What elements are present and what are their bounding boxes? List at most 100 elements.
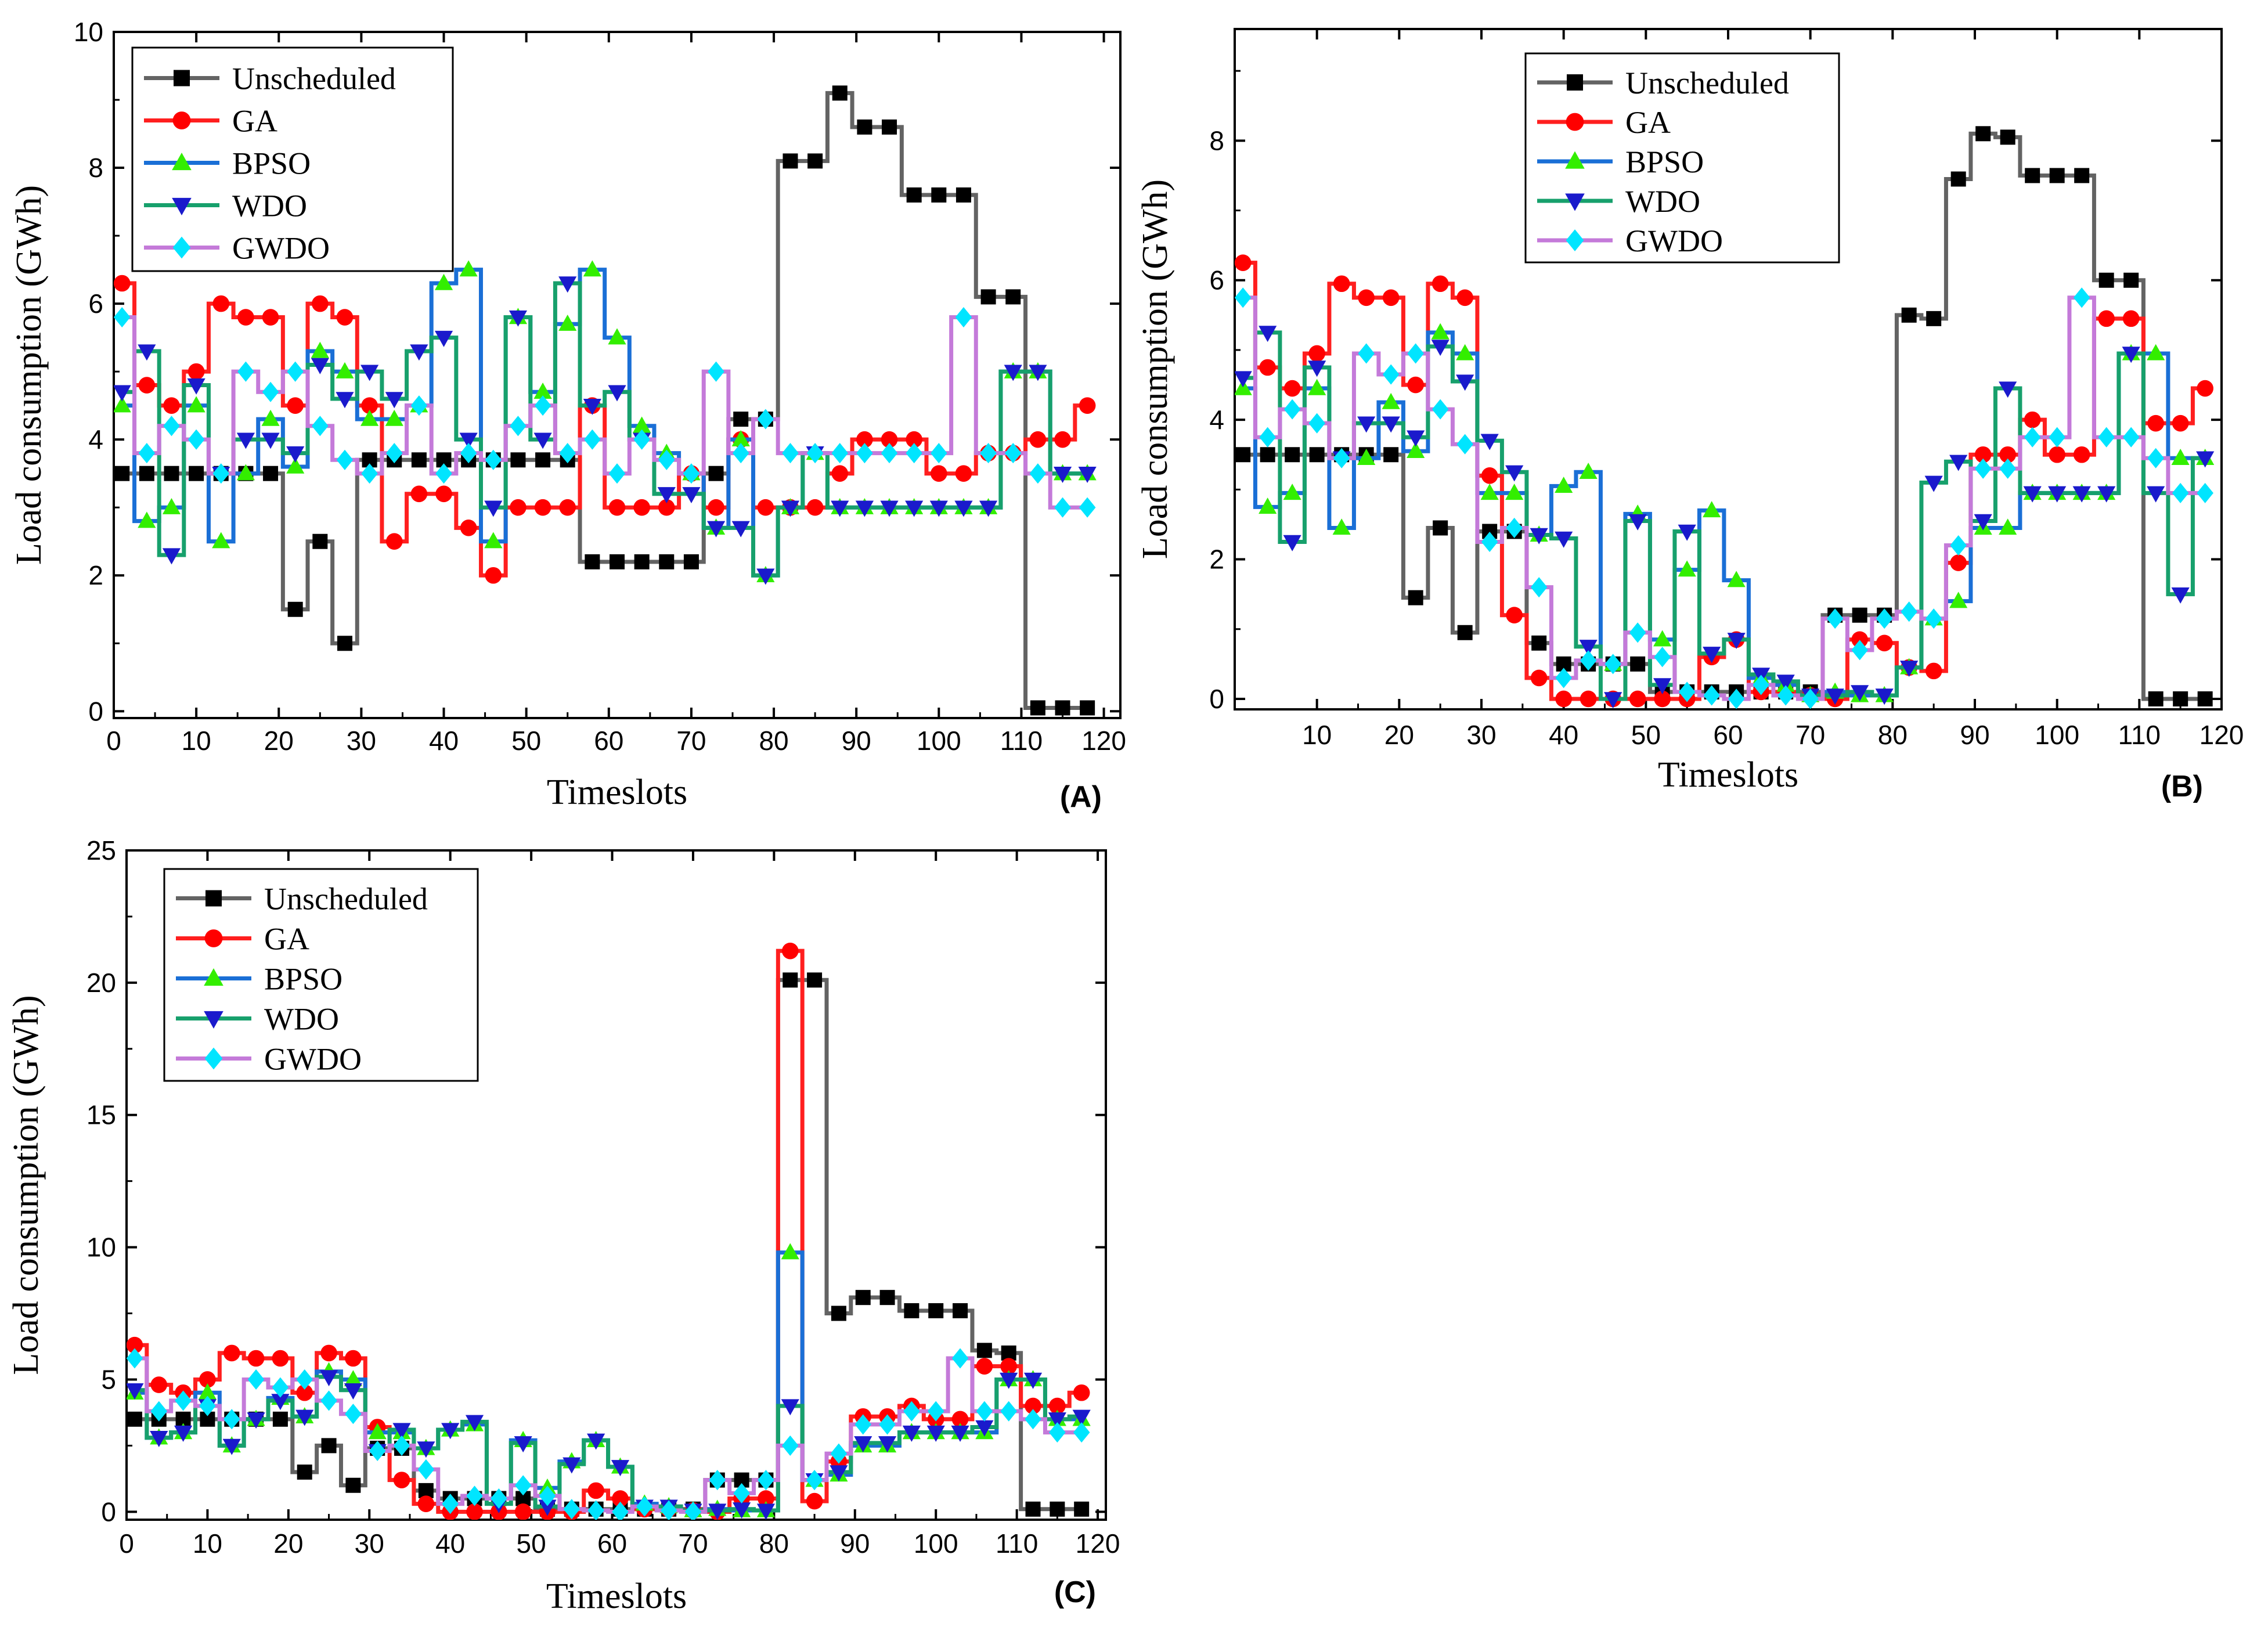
- data-point-wdo: [344, 1383, 362, 1400]
- data-point-gwdo: [806, 1470, 823, 1491]
- data-point-unscheduled: [164, 466, 179, 481]
- x-tick-label: 70: [676, 726, 706, 756]
- data-point-gwdo: [1054, 497, 1071, 518]
- data-point-wdo: [1776, 675, 1795, 691]
- data-point-wdo: [1604, 692, 1622, 709]
- data-point-wdo: [1974, 514, 1992, 531]
- data-point-gwdo: [951, 1348, 969, 1369]
- y-tick-label: 0: [88, 696, 103, 726]
- y-tick-label: 2: [1209, 544, 1224, 575]
- data-point-gwdo: [1728, 688, 1745, 709]
- data-point-unscheduled: [1030, 700, 1045, 716]
- data-point-wdo: [336, 392, 354, 409]
- legend-marker-gwdo: [204, 1047, 223, 1070]
- data-point-gwdo: [1049, 1422, 1066, 1443]
- data-point-gwdo: [881, 443, 898, 464]
- data-point-ga: [781, 942, 799, 960]
- data-point-gwdo: [2049, 427, 2065, 448]
- data-point-wdo: [286, 446, 305, 463]
- data-point-bpso: [198, 1383, 217, 1400]
- data-point-bpso: [1259, 497, 1277, 514]
- data-point-wdo: [1004, 365, 1022, 381]
- x-tick-label: 120: [1081, 726, 1126, 756]
- data-point-wdo: [417, 1441, 435, 1458]
- data-point-bpso: [1480, 484, 1499, 500]
- data-point-gwdo: [175, 1390, 192, 1411]
- data-point-wdo: [682, 487, 701, 504]
- data-point-wdo: [1900, 661, 1919, 677]
- data-point-bpso: [1949, 592, 1968, 608]
- data-point-unscheduled: [953, 1303, 968, 1318]
- legend-marker-wdo: [204, 1011, 223, 1029]
- data-point-wdo: [733, 1502, 751, 1519]
- y-tick-label: 6: [88, 289, 103, 319]
- data-point-gwdo: [1283, 399, 1301, 420]
- data-point-wdo: [708, 1503, 727, 1520]
- legend: Unscheduled GA BPSO WDO GWDO: [163, 868, 479, 1082]
- data-point-wdo: [975, 1420, 994, 1437]
- x-tick-label: 80: [759, 1528, 789, 1559]
- data-point-ga: [287, 397, 304, 414]
- data-point-ga: [247, 1350, 265, 1367]
- data-point-gwdo: [442, 1494, 459, 1514]
- data-point-ga: [633, 499, 650, 516]
- data-point-unscheduled: [1950, 171, 1966, 187]
- panel-b-chart: 10 20 30 40 50 60 70 80 90 100 110 120 0 2 4 6 8 Timeslot…: [1135, 28, 2244, 803]
- legend-label-bpso: BPSO: [1625, 145, 1704, 179]
- data-point-wdo: [1023, 1372, 1043, 1389]
- data-point-gwdo: [369, 1440, 386, 1462]
- data-point-gwdo: [336, 449, 354, 470]
- data-point-ga: [212, 295, 230, 312]
- data-point-gwdo: [830, 1443, 848, 1464]
- data-point-wdo: [1480, 434, 1499, 450]
- data-point-ga: [2172, 414, 2189, 432]
- y-axis: 0 2 4 6 8: [1209, 70, 2222, 714]
- data-point-bpso: [1703, 501, 1721, 518]
- data-point-ga: [320, 1344, 337, 1362]
- data-point-unscheduled: [411, 452, 427, 468]
- data-point-ga: [1974, 446, 1992, 463]
- data-point-unscheduled: [263, 466, 279, 481]
- data-point-bpso: [1407, 441, 1425, 458]
- data-point-wdo: [954, 500, 973, 517]
- data-point-unscheduled: [287, 601, 303, 617]
- series-line-ga: [1243, 261, 2205, 701]
- data-point-unscheduled: [114, 466, 130, 481]
- data-point-gwdo: [758, 1470, 774, 1491]
- y-axis-title: Load consumption (GWh): [6, 995, 46, 1375]
- data-point-gwdo: [417, 1459, 435, 1480]
- data-point-unscheduled: [904, 1303, 920, 1318]
- legend-label-unscheduled: Unscheduled: [232, 62, 396, 96]
- data-point-gwdo: [708, 361, 724, 382]
- data-point-ga: [361, 397, 378, 414]
- data-point-gwdo: [1000, 1401, 1017, 1422]
- data-point-wdo: [2122, 347, 2140, 363]
- data-point-ga: [435, 485, 452, 503]
- data-point-bpso: [261, 409, 280, 426]
- data-point-ga: [114, 275, 131, 292]
- data-point-gwdo: [1308, 413, 1325, 434]
- data-point-unscheduled: [783, 972, 798, 988]
- data-point-ga: [2197, 380, 2213, 397]
- data-point-wdo: [509, 310, 528, 327]
- data-point-wdo: [1029, 365, 1047, 381]
- series-points-gwdo: [127, 1348, 1090, 1520]
- series-points-bpso: [114, 260, 1097, 582]
- data-point-bpso: [360, 409, 379, 426]
- data-point-gwdo: [757, 409, 774, 430]
- data-point-gwdo: [683, 463, 700, 484]
- data-point-bpso: [1999, 518, 2017, 535]
- data-point-gwdo: [782, 443, 799, 464]
- data-point-wdo: [236, 432, 255, 449]
- y-axis-title: Load consumption (GWh): [1135, 179, 1175, 559]
- data-point-gwdo: [612, 1501, 629, 1520]
- data-point-gwdo: [410, 395, 428, 416]
- legend-marker-ga: [172, 111, 191, 129]
- data-point-wdo: [1078, 466, 1097, 483]
- data-point-gwdo: [1826, 608, 1844, 629]
- data-point-ga: [1851, 631, 1868, 648]
- data-point-wdo: [222, 1438, 241, 1455]
- data-point-wdo: [905, 500, 924, 517]
- panel-label: (A): [1060, 780, 1102, 814]
- x-tick-label: 40: [429, 726, 459, 756]
